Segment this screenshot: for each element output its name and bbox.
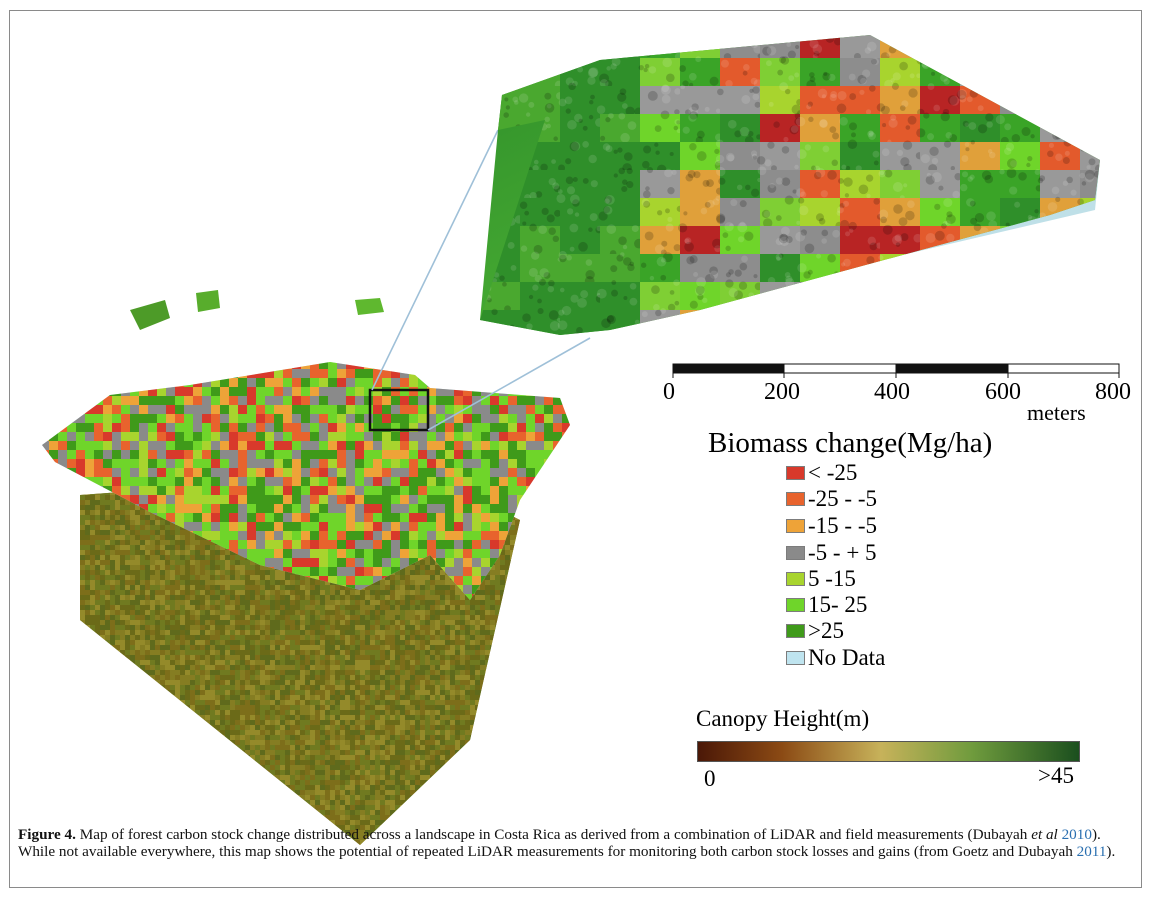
legend-label: -5 - + 5	[808, 540, 877, 565]
legend-label: -15 - -5	[808, 513, 877, 538]
canopy-height-colorbar	[697, 741, 1080, 762]
legend-label: < -25	[808, 460, 858, 485]
scale-tick-label: 0	[663, 379, 675, 405]
caption-text: ).	[1106, 843, 1116, 860]
legend-item: < -25	[786, 460, 857, 486]
caption-label: Figure 4.	[18, 826, 76, 843]
scale-bar	[672, 363, 1120, 378]
legend-item: 5 -15	[786, 566, 856, 592]
legend-swatch	[786, 466, 805, 480]
biomass-legend-title: Biomass change(Mg/ha)	[708, 427, 993, 459]
scale-unit-label: meters	[1027, 400, 1086, 425]
legend-label: No Data	[808, 645, 886, 670]
legend-label: -25 - -5	[808, 486, 877, 511]
zoom-region-box	[368, 388, 430, 432]
caption-etal: et al	[1031, 826, 1058, 843]
legend-item: 15- 25	[786, 592, 867, 618]
scale-tick-label: 600	[985, 379, 1021, 405]
legend-swatch	[786, 572, 805, 586]
legend-swatch	[786, 624, 805, 638]
zoom-connector-line	[371, 129, 499, 391]
legend-label: 5 -15	[808, 566, 856, 591]
legend-label: >25	[808, 618, 844, 643]
legend-swatch	[786, 598, 805, 612]
citation-link[interactable]: 2011	[1076, 843, 1107, 860]
caption-text: Map of forest carbon stock change distri…	[75, 826, 1032, 843]
zoom-connector-line	[427, 337, 591, 431]
legend-swatch	[786, 519, 805, 533]
scale-tick-label: 200	[764, 379, 800, 405]
legend-item: No Data	[786, 645, 885, 671]
legend-swatch	[786, 651, 805, 665]
legend-item: -5 - + 5	[786, 540, 877, 566]
figure-frame	[9, 10, 1142, 888]
inset-3d-lidar-view	[480, 35, 1100, 335]
scale-tick-label: 800	[1095, 379, 1131, 405]
canopy-max-label: >45	[1038, 763, 1074, 788]
legend-item: -15 - -5	[786, 513, 877, 539]
canopy-legend-title: Canopy Height(m)	[696, 706, 870, 731]
figure-caption: Figure 4. Map of forest carbon stock cha…	[18, 826, 1128, 860]
legend-label: 15- 25	[808, 592, 868, 617]
citation-link[interactable]: 2010	[1061, 826, 1092, 843]
legend-swatch	[786, 492, 805, 506]
scale-tick-label: 400	[874, 379, 910, 405]
caption-text: ). While not available everywhere, this …	[18, 826, 1101, 860]
legend-item: >25	[786, 618, 844, 644]
legend-item: -25 - -5	[786, 486, 877, 512]
legend-swatch	[786, 546, 805, 560]
canopy-min-label: 0	[704, 766, 716, 791]
